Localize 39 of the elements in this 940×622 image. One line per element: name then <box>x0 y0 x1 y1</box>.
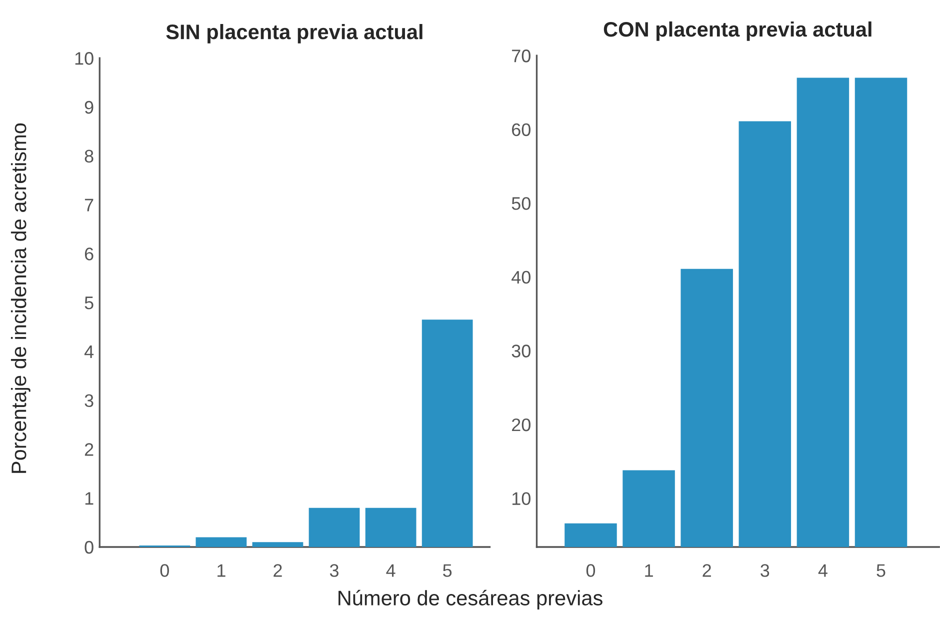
chart-title: CON placenta previa actual <box>604 21 872 41</box>
y-tick-label: 5 <box>84 296 94 310</box>
x-tick-label: 2 <box>274 564 282 577</box>
x-tick-label: 4 <box>818 564 828 577</box>
bar <box>252 542 304 547</box>
bar <box>196 537 247 547</box>
y-tick-label: 10 <box>75 52 94 65</box>
y-tick-label: 6 <box>84 248 94 260</box>
x-tick-label: 1 <box>645 564 653 577</box>
x-tick-label: 2 <box>702 564 711 577</box>
x-tick-label: 5 <box>443 564 452 577</box>
x-tick-label: 4 <box>386 564 396 577</box>
x-tick-label: 0 <box>160 564 169 577</box>
x-tick-label: 3 <box>330 564 338 577</box>
bar <box>422 320 473 547</box>
y-tick-label: 3 <box>84 394 94 408</box>
y-tick-label: 2 <box>84 443 94 456</box>
y-tick-label: 60 <box>512 123 530 136</box>
x-tick-label: 5 <box>876 564 886 577</box>
x-tick-label: 0 <box>586 564 596 577</box>
y-tick-label: 30 <box>512 344 530 358</box>
y-tick-label: 1 <box>85 492 94 505</box>
x-tick-label: 3 <box>760 564 770 577</box>
y-tick-label: 4 <box>84 346 94 358</box>
chart-title: SIN placenta previa actual <box>166 24 422 44</box>
y-tick-label: 9 <box>84 100 94 114</box>
bar <box>308 508 360 547</box>
y-tick-label: 40 <box>512 270 530 284</box>
y-tick-label: 8 <box>84 150 94 163</box>
y-axis-title: Porcentaje de incidencia de acretismo <box>10 123 30 473</box>
x-axis-title: Número de cesáreas previas <box>338 590 602 610</box>
y-tick-label: 0 <box>84 540 94 554</box>
x-tick-label: 1 <box>218 564 226 577</box>
y-tick-label: 7 <box>84 198 94 212</box>
bar <box>365 508 416 547</box>
y-tick-label: 10 <box>512 492 530 506</box>
y-tick-label: 20 <box>512 418 530 432</box>
y-tick-label: 50 <box>512 197 530 210</box>
y-tick-label: 70 <box>512 50 530 62</box>
